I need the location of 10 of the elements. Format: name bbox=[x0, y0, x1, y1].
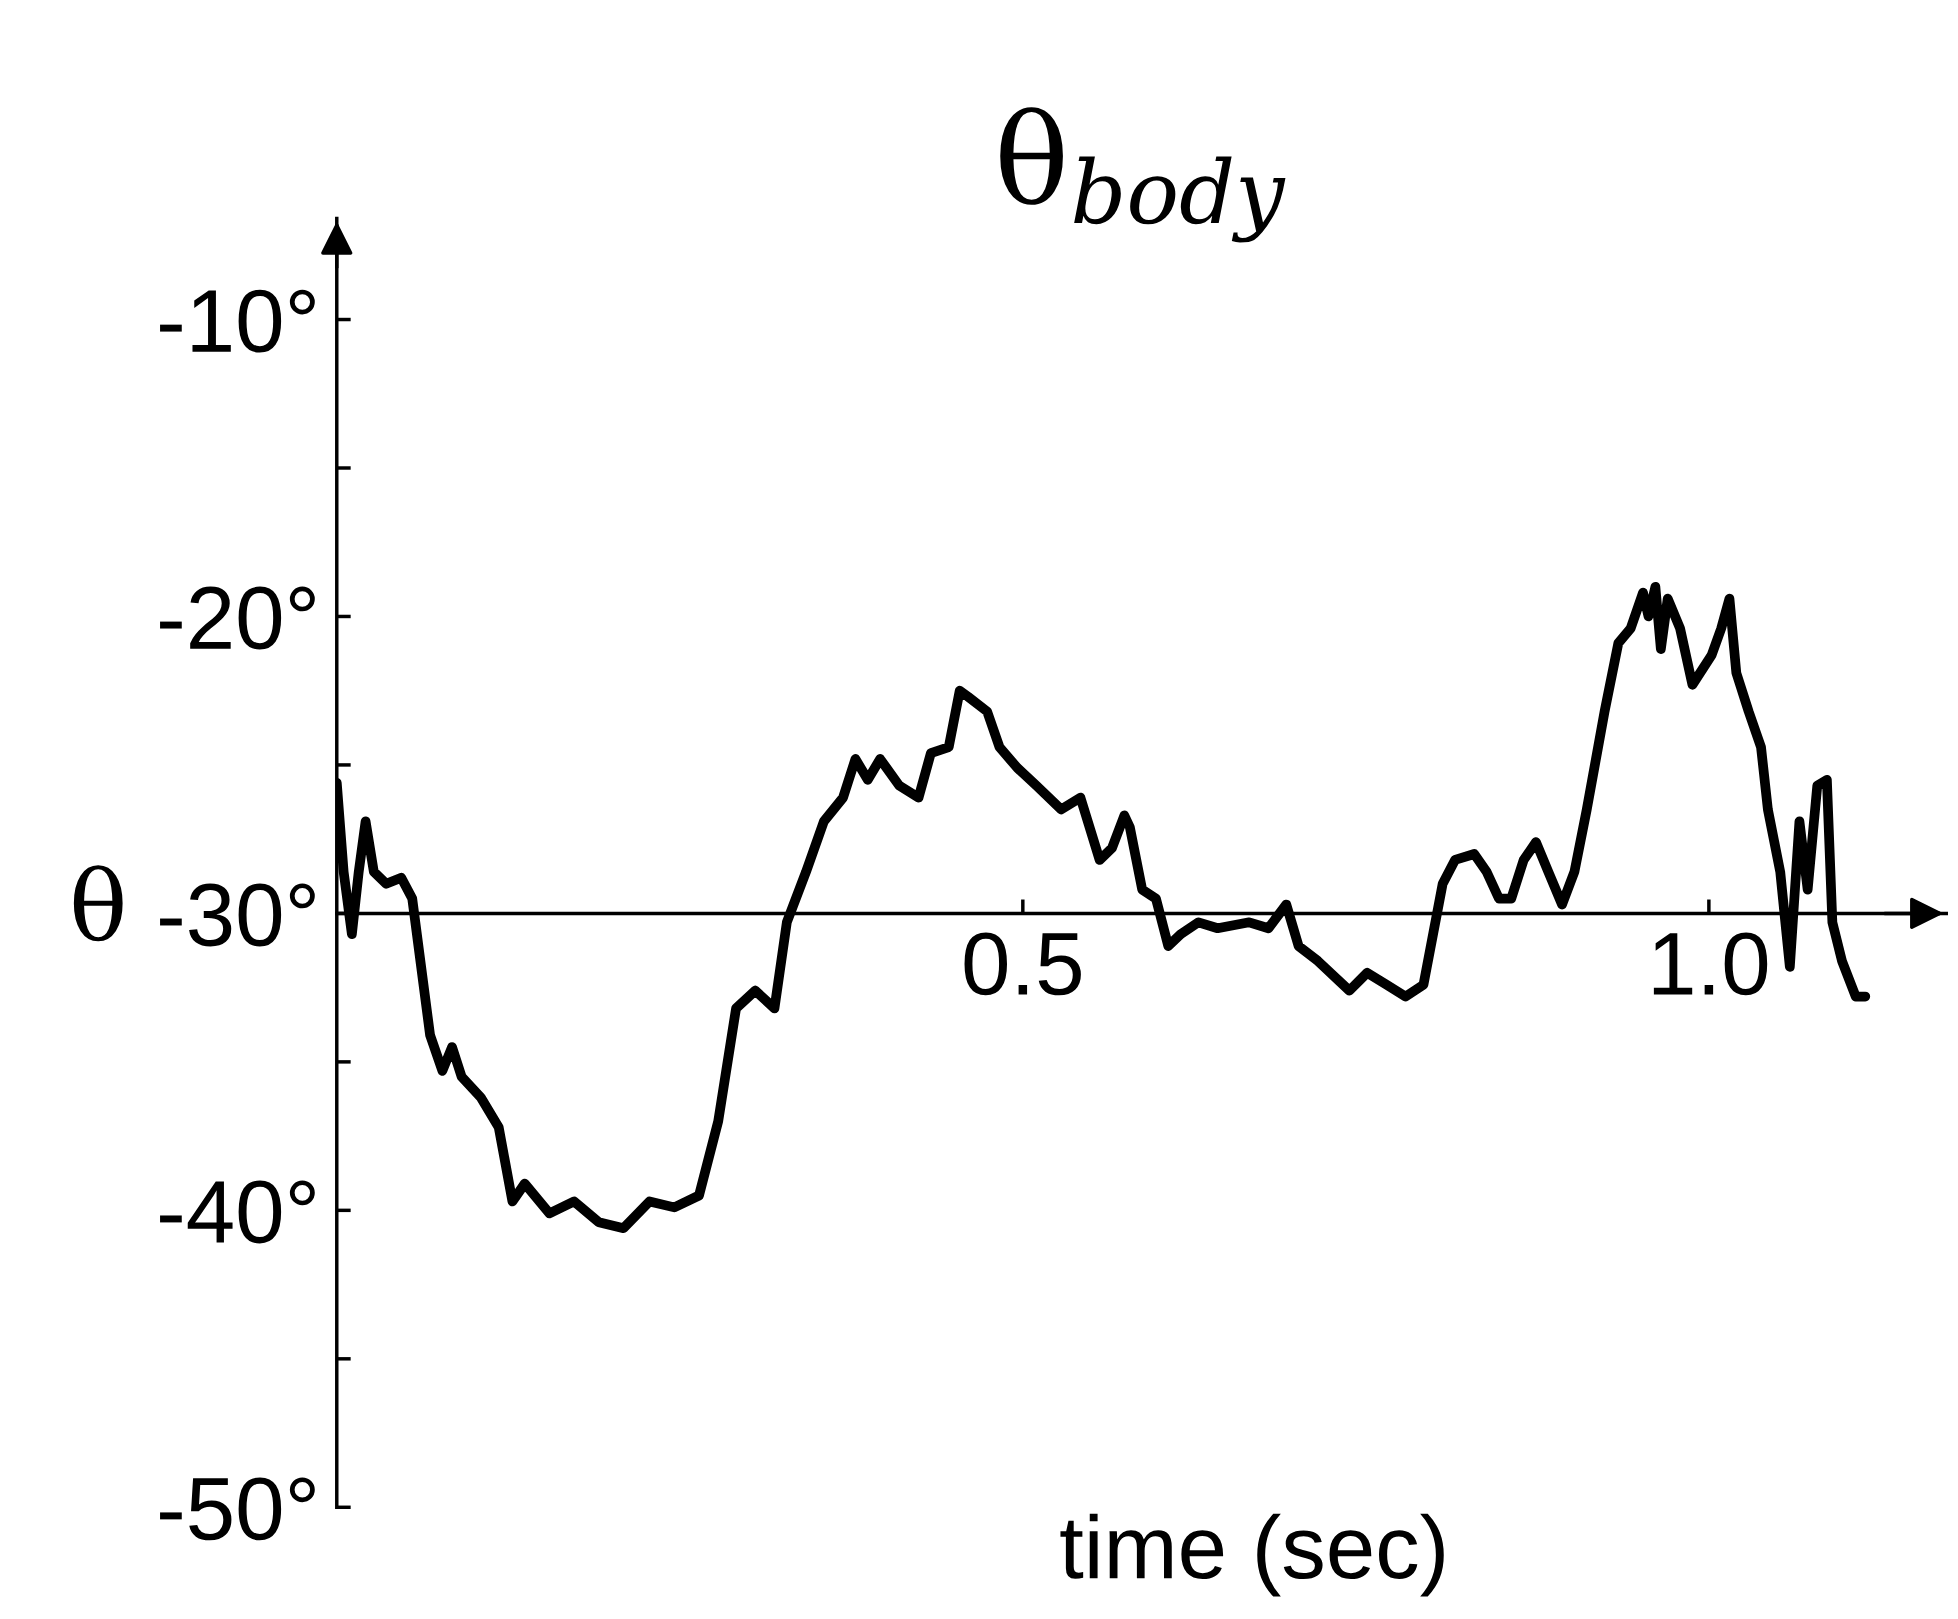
y-tick-label: -50° bbox=[160, 1477, 315, 1541]
y-axis-title: θ bbox=[73, 865, 123, 942]
x-tick-label: 0.5 bbox=[964, 932, 1081, 996]
y-tick-label: -30° bbox=[160, 883, 315, 947]
x-tick-label: 1.0 bbox=[1653, 932, 1768, 996]
y-tick-label: -40° bbox=[160, 1180, 315, 1244]
x-axis-title: time (sec) bbox=[1060, 1513, 1444, 1597]
chart-title: θ$_{body}$ bbox=[1000, 107, 1286, 243]
y-tick-label: -20° bbox=[160, 586, 315, 650]
y-tick-label: -10° bbox=[160, 289, 315, 353]
